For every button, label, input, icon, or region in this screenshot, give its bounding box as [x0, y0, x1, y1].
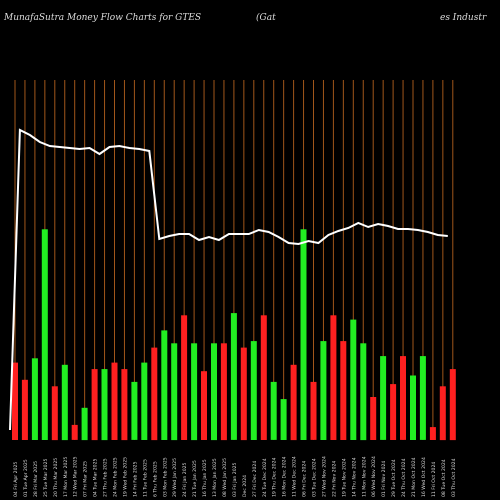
- flow-bar: [171, 343, 178, 441]
- x-tick-labels: 04 Fri Apr 2025 01 Tue Apr 2025 28 Fri Mar…: [13, 456, 457, 497]
- price-line-group: [9, 128, 448, 431]
- flow-bar: [270, 381, 277, 440]
- x-tick-label: 24 Thu Oct 2024: [401, 458, 407, 497]
- x-tick-label: 08 Tue Oct 2024: [441, 459, 447, 497]
- x-tick-label: Dec 2024: [242, 475, 248, 497]
- x-tick-label: 29 Tue Oct 2024: [391, 459, 397, 497]
- flow-bar: [429, 427, 436, 440]
- x-tick-label: 04 Fri Apr 2025: [13, 462, 19, 497]
- flow-bar: [410, 375, 416, 440]
- flow-bar: [51, 386, 58, 441]
- flow-bar: [61, 364, 68, 441]
- x-tick-label: 11 Fri Oct 2024: [431, 462, 437, 497]
- flow-bar: [310, 381, 317, 440]
- flow-bar: [370, 397, 377, 440]
- flow-bar: [290, 364, 297, 441]
- x-tick-label: 16 Wed Oct 2024: [421, 457, 427, 497]
- flow-bar: [101, 369, 108, 441]
- x-tick-label: 08 Wed Jan 2025: [222, 458, 228, 497]
- flow-bar: [220, 343, 227, 441]
- flow-bar: [449, 369, 456, 441]
- flow-bar: [41, 229, 48, 440]
- flow-bar: [91, 369, 98, 441]
- flow-bar: [320, 341, 327, 440]
- x-tick-label: 03 Fri Jan 2025: [232, 462, 238, 497]
- flow-bar: [230, 313, 237, 440]
- x-tick-label: 25 Tue Mar 2025: [43, 458, 49, 497]
- x-tick-label: 20 Thu Mar 2025: [53, 458, 59, 497]
- x-tick-label: 6 Thu Feb 2025: [152, 461, 158, 497]
- flow-bar: [390, 384, 397, 440]
- x-tick-label: 24 Tue Dec 2024: [262, 458, 268, 497]
- x-tick-label: 07 Fri Mar 2025: [83, 461, 89, 497]
- x-tick-label: 11 Tue Feb 2025: [142, 459, 148, 497]
- x-tick-label: 14 Thu Nov 2024: [351, 457, 357, 497]
- x-tick-label: 14 Fri Feb 2025: [132, 461, 138, 497]
- flow-bar: [300, 229, 307, 440]
- flow-bar: [400, 356, 406, 440]
- flow-bar: [340, 341, 347, 440]
- flow-bar: [330, 315, 337, 440]
- x-tick-label: 17 Mon Mar 2025: [63, 457, 69, 497]
- flow-bar: [350, 319, 357, 440]
- x-tick-label: 16 Mon Dec 2024: [282, 456, 288, 497]
- x-tick-label: 24 Mon Feb 2025: [113, 457, 119, 497]
- x-tick-label: 29 Wed Jan 2025: [172, 458, 178, 497]
- x-tick-label: 11 Mon Nov 2024: [361, 456, 367, 497]
- flow-bar: [151, 347, 158, 441]
- flow-bar: [111, 362, 118, 440]
- x-tick-label: 13 Mon Jan 2025: [212, 458, 218, 497]
- flow-bar: [31, 358, 38, 440]
- x-tick-label: 24 Fri Jan 2025: [182, 462, 188, 497]
- flow-bar: [360, 343, 367, 441]
- price-line: [9, 128, 448, 431]
- flow-bar: [211, 343, 217, 441]
- x-tick-label: 27 Thu Feb 2025: [103, 458, 109, 497]
- x-tick-label: 21 Mon Oct 2024: [411, 457, 417, 497]
- chart-title-right: es Industr: [440, 13, 487, 23]
- x-tick-label: 03 Thu Oct 2024: [451, 458, 457, 497]
- flow-bar: [121, 369, 128, 441]
- x-tick-label: 03 Tue Dec 2024: [312, 458, 318, 497]
- flow-bar: [161, 330, 168, 440]
- x-tick-label: 19 Tue Nov 2024: [341, 458, 347, 497]
- flow-bar: [380, 356, 387, 440]
- x-tick-label: 04 Tue Mar 2025: [93, 458, 99, 497]
- chart-title-mid: (Gat: [256, 13, 276, 23]
- x-tick-label: 21 Tue Jan 2025: [192, 460, 198, 497]
- flow-bar: [71, 424, 78, 440]
- x-tick-label: 16 Thu Jan 2025: [202, 459, 208, 497]
- x-tick-label: 27 Fri Dec 2024: [252, 461, 258, 497]
- x-tick-label: 06 Wed Nov 2024: [371, 456, 377, 497]
- flow-bar: [260, 315, 267, 440]
- flow-bar: [131, 381, 138, 440]
- x-tick-label: 01 Tue Apr 2025: [23, 459, 29, 497]
- x-tick-label: 27 Wed Nov 2024: [321, 456, 327, 497]
- x-tick-label: 28 Fri Mar 2025: [33, 461, 39, 497]
- x-tick-label: 06 Fri Dec 2024: [302, 461, 308, 497]
- bars-group: [12, 229, 456, 441]
- flow-bar: [21, 379, 28, 440]
- x-tick-label: 03 Mon Feb 2025: [162, 457, 168, 497]
- flow-bar: [419, 356, 426, 440]
- flow-bar: [191, 343, 198, 441]
- flow-bar: [240, 347, 247, 441]
- flow-bar: [280, 399, 287, 440]
- flow-bar: [250, 341, 257, 440]
- flow-bar: [81, 407, 88, 441]
- chart-title-left: MunafaSutra Money Flow Charts for GTES: [4, 13, 202, 23]
- flow-bar: [201, 371, 207, 440]
- x-tick-label: 12 Wed Mar 2025: [73, 456, 79, 497]
- flow-bar: [12, 362, 18, 440]
- x-tick-label: 01 Fri Nov 2024: [381, 461, 387, 497]
- flow-bar: [439, 386, 446, 441]
- x-tick-label: 11 Wed Dec 2024: [292, 456, 298, 497]
- flow-bar: [141, 362, 148, 440]
- x-tick-label: 19 Thu Dec 2024: [272, 457, 278, 497]
- flow-bar: [181, 315, 188, 440]
- x-tick-label: 19 Wed Feb 2025: [122, 457, 128, 497]
- x-tick-label: 22 Fri Nov 2024: [331, 461, 337, 497]
